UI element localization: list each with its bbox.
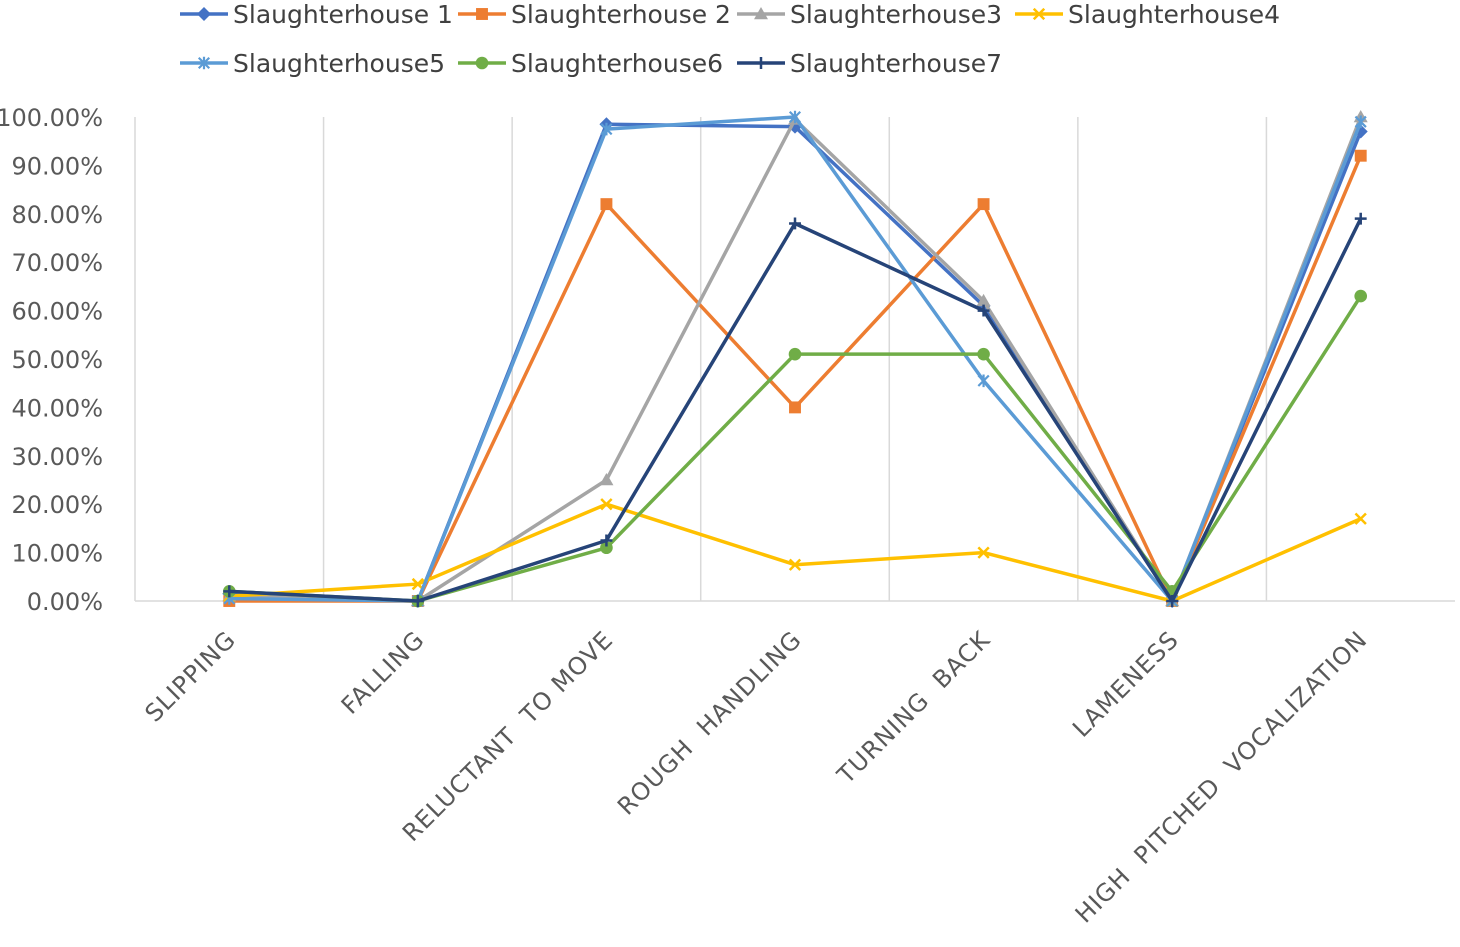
data-point <box>976 293 991 307</box>
legend-label: Slaughterhouse 2 <box>511 0 731 29</box>
data-point <box>197 7 211 21</box>
y-tick-label: 10.00% <box>11 540 103 568</box>
data-point <box>977 374 990 388</box>
y-tick-label: 0.00% <box>27 588 103 616</box>
y-tick-label: 100.00% <box>0 104 103 132</box>
legend-label: Slaughterhouse7 <box>790 49 1002 78</box>
data-point <box>411 595 424 607</box>
data-point <box>1166 595 1179 607</box>
x-tick-label: HIGH PITCHED VOCALIZATION <box>1070 625 1373 928</box>
data-point <box>1354 212 1367 225</box>
data-point <box>1354 149 1367 162</box>
y-tick-label: 50.00% <box>11 346 103 374</box>
legend-item: Slaughterhouse7 <box>737 49 1002 78</box>
data-point <box>789 401 801 414</box>
legend-label: Slaughterhouse5 <box>233 49 445 78</box>
legend-item: Slaughterhouse 1 <box>180 0 453 29</box>
data-point <box>788 110 802 124</box>
legend-item: Slaughterhouse5 <box>180 49 445 78</box>
y-tick-label: 80.00% <box>11 201 103 229</box>
data-point <box>600 541 613 555</box>
data-point <box>600 198 613 211</box>
y-axis: 0.00% 10.00% 20.00% 30.00% 40.00% 50.00% 60.00… <box>0 104 103 616</box>
x-tick-label: FALLING <box>336 625 430 719</box>
data-point <box>977 198 990 211</box>
y-tick-label: 20.00% <box>11 491 103 519</box>
data-point <box>1032 7 1046 21</box>
data-point <box>223 585 236 598</box>
series-6 <box>222 289 1368 608</box>
legend-label: Slaughterhouse4 <box>1068 0 1280 29</box>
chart-series <box>222 110 1368 608</box>
legend-label: Slaughterhouse3 <box>790 0 1002 29</box>
data-point <box>977 347 990 361</box>
data-point <box>788 347 802 361</box>
y-tick-label: 70.00% <box>11 249 103 277</box>
legend-item: Slaughterhouse 2 <box>458 0 731 29</box>
data-point <box>789 217 801 230</box>
data-point <box>599 473 614 486</box>
y-tick-label: 30.00% <box>11 443 103 471</box>
data-point <box>600 498 613 511</box>
data-point <box>1354 289 1368 303</box>
y-tick-label: 90.00% <box>11 152 103 180</box>
data-point <box>197 56 211 70</box>
y-tick-label: 40.00% <box>11 394 103 422</box>
x-tick-label: LAMENESS <box>1067 625 1184 742</box>
x-tick-label: TURNING BACK <box>831 625 996 790</box>
legend-label: Slaughterhouse 1 <box>233 0 453 29</box>
data-point <box>600 122 613 136</box>
x-tick-label: ROUGH HANDLING <box>612 625 807 820</box>
series-line <box>229 122 1363 603</box>
legend-item: Slaughterhouse3 <box>737 0 1002 29</box>
data-point <box>475 56 489 70</box>
x-tick-label: RELUCTANT TO MOVE <box>397 625 619 847</box>
data-point <box>977 304 990 317</box>
series-7 <box>223 212 1367 607</box>
data-point <box>600 534 613 547</box>
legend-label: Slaughterhouse6 <box>511 49 723 78</box>
chart-legend: Slaughterhouse 1 Slaughterhouse 2 Slaughte… <box>180 0 1280 78</box>
y-tick-label: 60.00% <box>11 298 103 326</box>
legend-item: Slaughterhouse6 <box>458 49 723 78</box>
data-point <box>754 7 768 20</box>
legend-item: Slaughterhouse4 <box>1015 0 1280 29</box>
data-point <box>1354 115 1367 129</box>
data-point <box>977 546 990 559</box>
data-point <box>1354 512 1367 525</box>
data-point <box>788 558 802 571</box>
data-point <box>476 8 488 20</box>
data-point <box>755 57 767 69</box>
series-1 <box>222 117 1368 608</box>
x-tick-label: SLIPPING <box>140 625 242 727</box>
